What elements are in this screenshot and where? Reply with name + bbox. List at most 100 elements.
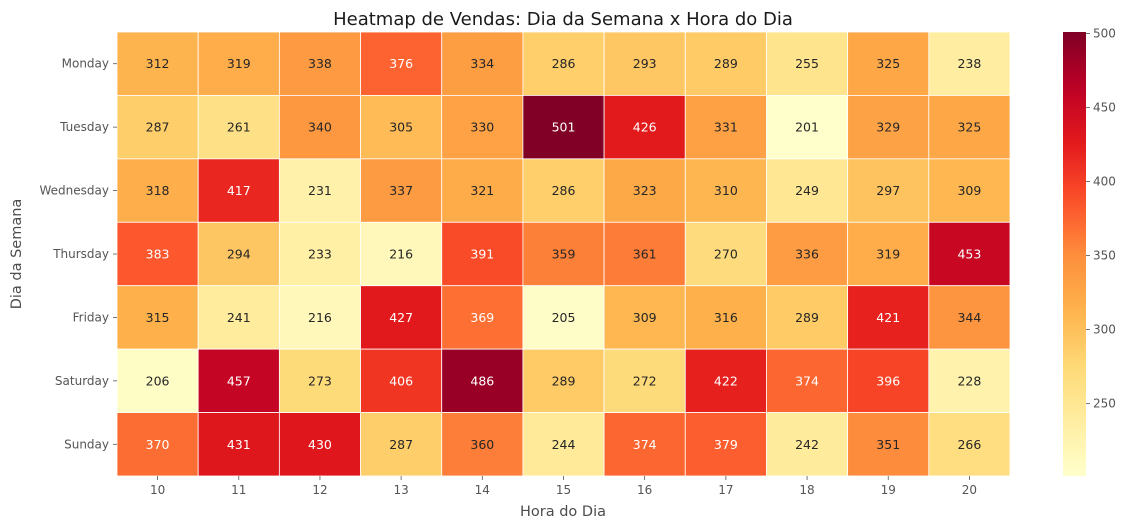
- cell-value-label: 426: [633, 120, 657, 135]
- cell-value-label: 238: [957, 56, 981, 71]
- heatmap-cell: [197, 348, 280, 413]
- cell-value-label: 391: [470, 247, 494, 262]
- cell-value-label: 289: [714, 56, 738, 71]
- cell-value-label: 334: [470, 56, 494, 71]
- colorbar-ticks: 250 300 350 400 450 500: [1086, 26, 1116, 410]
- cell-value-label: 228: [957, 373, 981, 388]
- cell-value-label: 369: [470, 310, 494, 325]
- cell-value-label: 305: [389, 120, 413, 135]
- cell-value-label: 406: [389, 373, 413, 388]
- cell-value-label: 337: [389, 183, 413, 198]
- cell-value-label: 294: [227, 247, 251, 262]
- heatmap-cell: [441, 95, 524, 160]
- heatmap-cell: [603, 285, 686, 350]
- x-tick-label: 12: [312, 483, 327, 497]
- cell-value-label: 231: [308, 183, 332, 198]
- cell-value-label: 344: [957, 310, 981, 325]
- cell-value-label: 266: [957, 437, 981, 452]
- cell-value-label: 374: [795, 373, 819, 388]
- heatmap-cell: [441, 158, 524, 223]
- cell-value-label: 370: [146, 437, 170, 452]
- cell-value-label: 329: [876, 120, 900, 135]
- heatmap-cell: [766, 95, 849, 160]
- heatmap-cell: [928, 95, 1011, 160]
- cell-value-label: 216: [389, 247, 413, 262]
- heatmap-cell: [928, 348, 1011, 413]
- colorbar-tick-label: 400: [1093, 174, 1116, 188]
- heatmap-cell: [278, 95, 361, 160]
- heatmap-cell: [522, 285, 605, 350]
- cell-value-label: 233: [308, 247, 332, 262]
- y-tick-label: Wednesday: [40, 184, 109, 198]
- heatmap-cell: [360, 221, 443, 287]
- cell-value-label: 261: [227, 120, 251, 135]
- heatmap-cell: [522, 95, 605, 160]
- cell-value-label: 338: [308, 56, 332, 71]
- heatmap-cell: [197, 95, 280, 160]
- heatmap-cell: [360, 285, 443, 350]
- cell-value-label: 340: [308, 120, 332, 135]
- heatmap-cell: [847, 412, 930, 477]
- heatmap-cell: [278, 221, 361, 287]
- x-tick-label: 20: [962, 483, 977, 497]
- cell-value-label: 316: [714, 310, 738, 325]
- heatmap-cell: [360, 348, 443, 413]
- cell-value-label: 453: [957, 247, 981, 262]
- colorbar-tick-label: 300: [1093, 322, 1116, 336]
- heatmap-cell: [684, 412, 767, 477]
- cell-value-label: 272: [633, 373, 657, 388]
- cell-value-label: 486: [470, 373, 494, 388]
- colorbar-tick-label: 450: [1093, 100, 1116, 114]
- heatmap-cell: [360, 31, 443, 96]
- heatmap-cell: [766, 285, 849, 350]
- heatmap-cell: [847, 221, 930, 287]
- cell-value-label: 216: [308, 310, 332, 325]
- cell-value-label: 422: [714, 373, 738, 388]
- heatmap-cell: [684, 31, 767, 96]
- heatmap-cell: [360, 95, 443, 160]
- heatmap-cell: [441, 285, 524, 350]
- colorbar-tick-label: 500: [1093, 26, 1116, 40]
- cell-value-label: 383: [146, 247, 170, 262]
- cell-value-label: 331: [714, 120, 738, 135]
- cell-value-label: 396: [876, 373, 900, 388]
- heatmap-cell: [197, 31, 280, 96]
- cell-value-label: 255: [795, 56, 819, 71]
- cell-value-label: 431: [227, 437, 251, 452]
- cell-value-label: 457: [227, 373, 251, 388]
- y-tick-label: Sunday: [64, 437, 109, 451]
- cell-value-label: 309: [633, 310, 657, 325]
- heatmap-cell: [197, 412, 280, 477]
- cell-value-label: 201: [795, 120, 819, 135]
- cell-value-label: 501: [552, 120, 576, 135]
- heatmap-cell: [522, 412, 605, 477]
- colorbar-tick-label: 350: [1093, 248, 1116, 262]
- x-tick-label: 16: [637, 483, 652, 497]
- heatmap-cell: [441, 221, 524, 287]
- heatmap-cell: [766, 221, 849, 287]
- x-tick-label: 19: [881, 483, 896, 497]
- heatmap-cell: [928, 221, 1011, 287]
- cell-value-label: 309: [957, 183, 981, 198]
- heatmap-cell: [197, 221, 280, 287]
- cell-value-label: 351: [876, 437, 900, 452]
- cell-value-label: 359: [552, 247, 576, 262]
- cell-value-label: 315: [146, 310, 170, 325]
- cell-value-label: 249: [795, 183, 819, 198]
- y-tick-label: Tuesday: [59, 120, 109, 134]
- cell-value-label: 312: [146, 56, 170, 71]
- colorbar: [1063, 32, 1086, 476]
- cell-value-label: 325: [876, 56, 900, 71]
- cell-value-label: 376: [389, 56, 413, 71]
- x-tick-label: 13: [393, 483, 408, 497]
- cell-value-label: 287: [389, 437, 413, 452]
- heatmap-cell: [522, 348, 605, 413]
- heatmap-cell: [116, 95, 199, 160]
- heatmap-cell: [928, 31, 1011, 96]
- cell-value-label: 319: [876, 247, 900, 262]
- cell-value-label: 289: [552, 373, 576, 388]
- heatmap-cell: [278, 31, 361, 96]
- cell-value-label: 319: [227, 56, 251, 71]
- heatmap-cell: [928, 412, 1011, 477]
- heatmap-cell: [522, 31, 605, 96]
